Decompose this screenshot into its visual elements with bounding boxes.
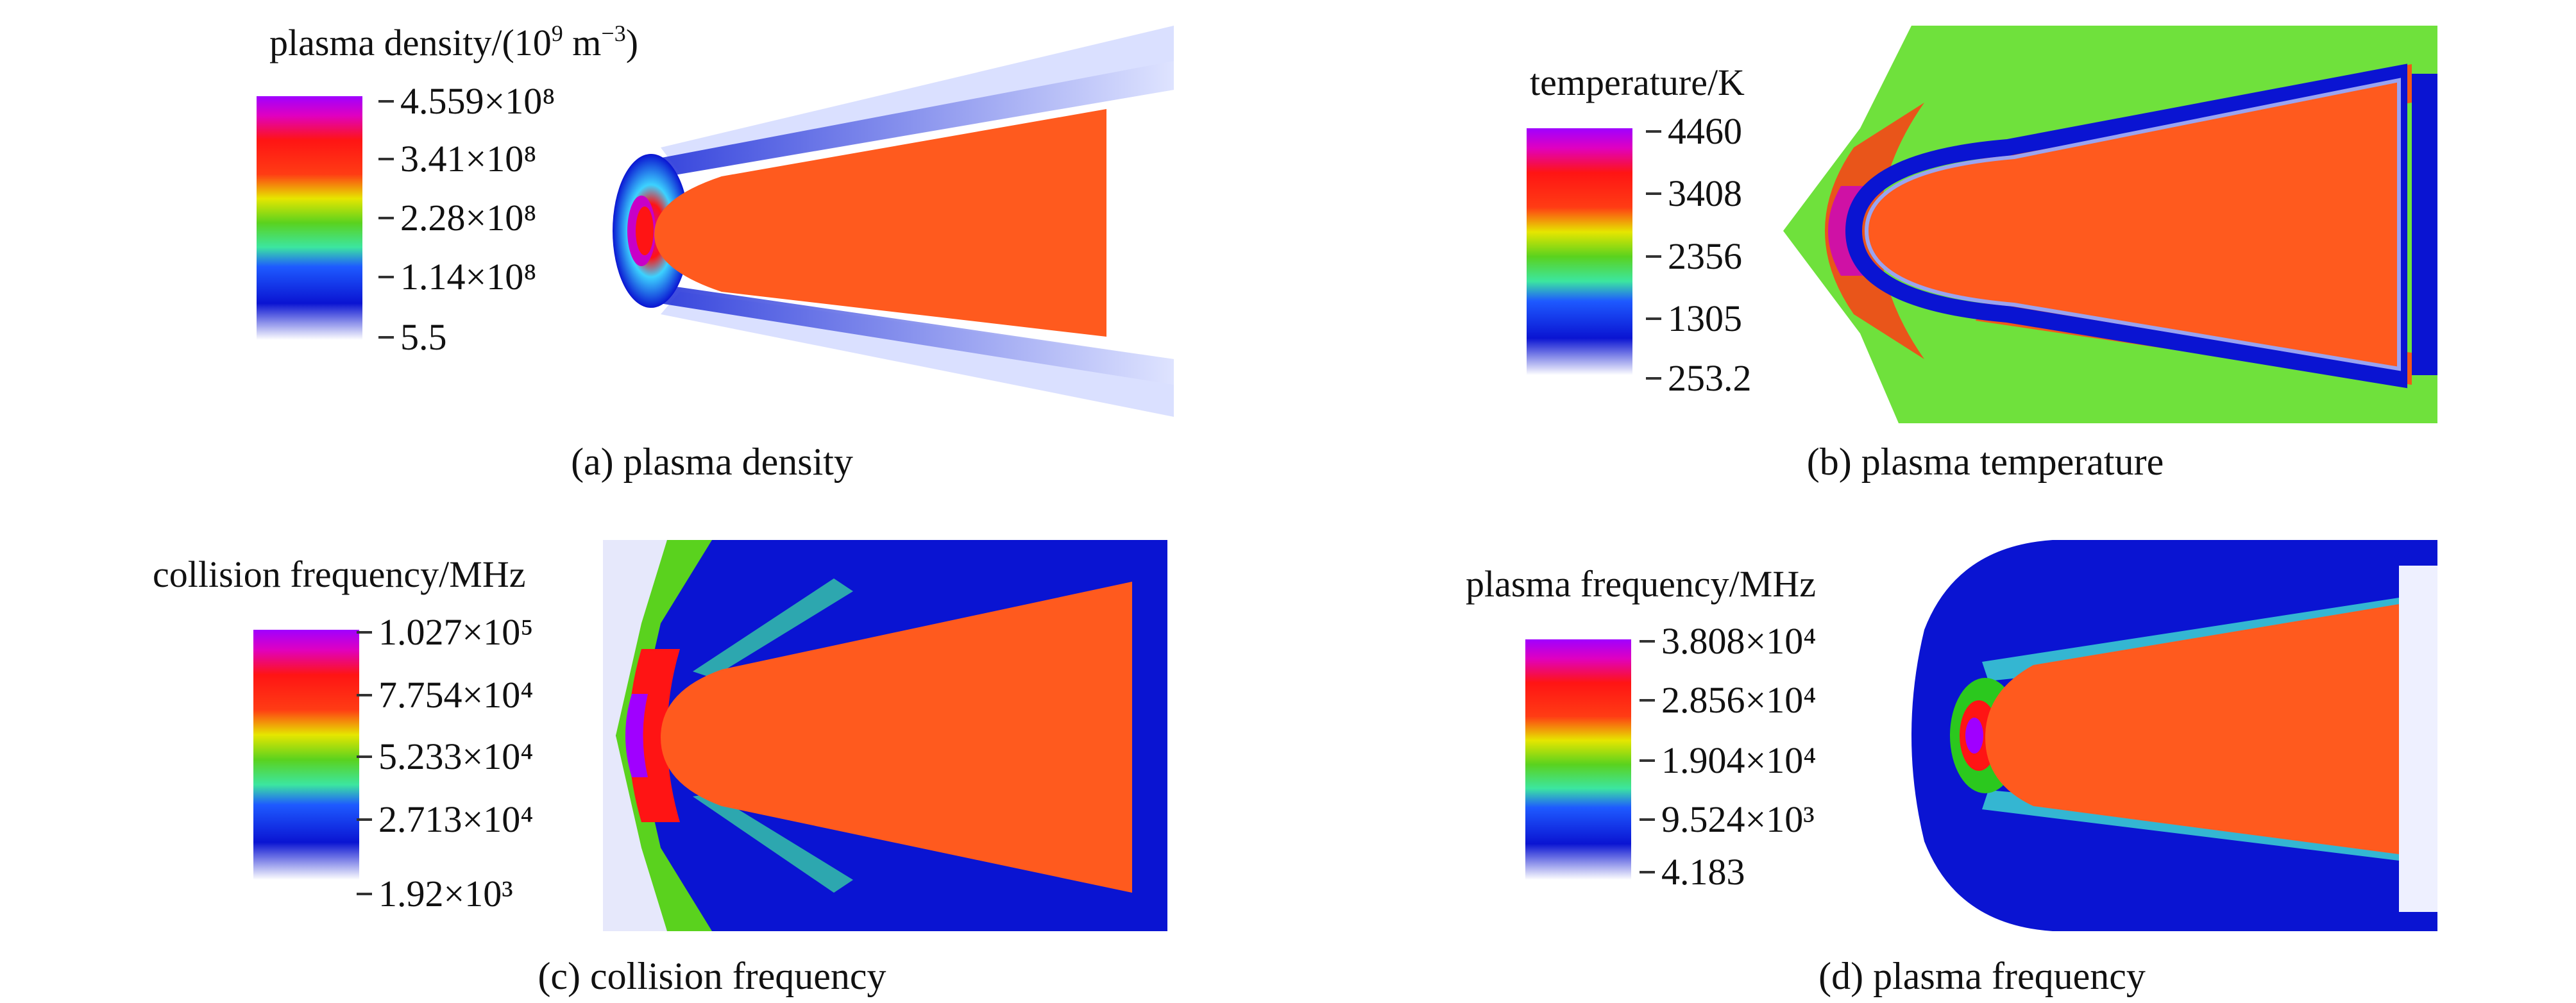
field-plot xyxy=(1527,26,2437,423)
colorbar-title: plasma density/(109 m−3) xyxy=(269,21,639,63)
colorbar-tick: 2.28×10⁸ xyxy=(400,197,537,239)
colorbar-tick: 1.14×10⁸ xyxy=(400,256,537,298)
colorbar-tick: 1305 xyxy=(1668,298,1742,339)
cone-body-icon xyxy=(1864,78,2401,371)
colorbar-tick: 2.856×10⁴ xyxy=(1661,679,1817,721)
colorbar-tick: 7.754×10⁴ xyxy=(378,674,534,716)
panel-plasma-frequency: plasma frequency/MHz 3.808×10⁴ 2.856×10⁴… xyxy=(1283,501,2576,1003)
colorbar-tick: 1.027×10⁵ xyxy=(378,611,534,653)
colorbar-tick: 5.233×10⁴ xyxy=(378,736,534,777)
field-plot xyxy=(257,26,1174,417)
colorbar-tick: 4460 xyxy=(1668,110,1742,152)
colorbar-title: collision frequency/MHz xyxy=(153,553,526,595)
colorbar-tick: 2.713×10⁴ xyxy=(378,798,534,840)
colorbar-tick: 5.5 xyxy=(400,316,447,358)
colorbar-icon xyxy=(257,96,362,340)
colorbar-tick: 3.808×10⁴ xyxy=(1661,620,1817,662)
colorbar-tick: 2356 xyxy=(1668,235,1742,277)
panel-caption: (b) plasma temperature xyxy=(1806,441,2164,483)
field-plot xyxy=(253,540,1167,931)
field-plot xyxy=(1525,540,2437,931)
panel-caption: (c) collision frequency xyxy=(538,955,886,997)
cone-body-icon xyxy=(661,582,1132,893)
colorbar-tick: 9.524×10³ xyxy=(1661,798,1815,840)
panel-caption: (d) plasma frequency xyxy=(1818,955,2146,997)
density-field xyxy=(613,26,1174,417)
colorbar-tick: 4.183 xyxy=(1661,851,1745,893)
colorbar-tick: 3.41×10⁸ xyxy=(400,138,537,180)
colorbar-title: temperature/K xyxy=(1530,62,1745,103)
colorbar-tick: 1.904×10⁴ xyxy=(1661,739,1817,781)
colorbar-icon xyxy=(253,630,359,880)
colorbar-tick: 3408 xyxy=(1668,173,1742,214)
panel-collision-frequency: collision frequency/MHz 1.027×10⁵ 7.754×… xyxy=(0,501,1283,1003)
colorbar-tick: 1.92×10³ xyxy=(378,873,513,914)
colorbar-tick: 253.2 xyxy=(1668,357,1752,399)
cone-body-icon xyxy=(654,109,1106,337)
colorbar-icon xyxy=(1525,639,1631,880)
colorbar-icon xyxy=(1527,128,1632,375)
cone-body-icon xyxy=(1985,604,2399,854)
panel-plasma-temperature: temperature/K 4460 3408 2356 1305 253.2 … xyxy=(1283,0,2576,501)
colorbar-title: plasma frequency/MHz xyxy=(1466,563,1816,605)
panel-plasma-density: plasma density/(109 m−3) 4.559×10⁸ 3.41×… xyxy=(0,0,1283,501)
colorbar-tick: 4.559×10⁸ xyxy=(400,80,555,122)
panel-caption: (a) plasma density xyxy=(571,441,853,483)
